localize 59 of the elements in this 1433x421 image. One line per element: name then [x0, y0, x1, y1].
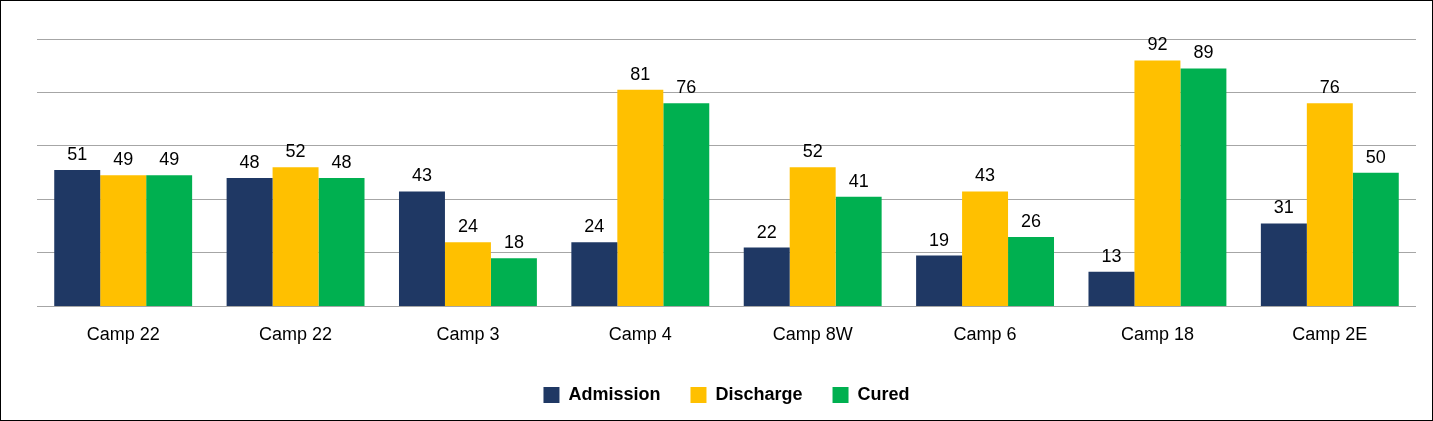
bar: [318, 178, 365, 306]
data-label: 13: [1101, 245, 1122, 266]
x-tick-label: Camp 22: [259, 324, 333, 345]
data-label: 48: [331, 152, 352, 173]
bar: [1306, 103, 1353, 306]
bar: [916, 255, 963, 306]
bar: [490, 258, 537, 306]
x-tick-label: Camp 6: [953, 324, 1017, 345]
data-label: 26: [1021, 210, 1042, 231]
data-label: 76: [676, 77, 697, 98]
bar: [1134, 60, 1181, 306]
data-label: 49: [159, 149, 180, 170]
data-label: 51: [67, 143, 88, 164]
data-label: 41: [848, 170, 869, 191]
bar: [226, 178, 273, 306]
x-tick-label: Camp 4: [608, 324, 672, 345]
data-label: 31: [1273, 197, 1294, 218]
bar: [789, 167, 836, 306]
bar: [743, 247, 790, 306]
data-label: 43: [411, 165, 432, 186]
legend-label: Admission: [568, 383, 661, 404]
data-label: 76: [1319, 77, 1340, 98]
bar: [444, 242, 491, 306]
x-tick-label: Camp 18: [1120, 324, 1194, 345]
data-label: 43: [975, 165, 996, 186]
bar: [617, 89, 664, 306]
bar: [1008, 236, 1055, 306]
bar: [100, 175, 147, 306]
bar: [1260, 223, 1307, 306]
data-label: 50: [1365, 146, 1386, 167]
bar: [571, 242, 618, 306]
bar: [146, 175, 193, 306]
bar: [962, 191, 1009, 306]
bar: [54, 170, 101, 306]
data-label: 24: [457, 216, 478, 237]
x-tick-label: Camp 3: [436, 324, 500, 345]
data-label: 81: [630, 63, 651, 84]
data-label: 18: [503, 232, 524, 253]
data-label: 92: [1147, 34, 1168, 55]
legend-label: Discharge: [715, 383, 803, 404]
data-label: 52: [285, 141, 306, 162]
bar: [1352, 172, 1399, 306]
x-tick-label: Camp 2E: [1292, 324, 1368, 345]
x-tick-label: Camp 8W: [772, 324, 853, 345]
bar: [835, 196, 882, 306]
data-label: 52: [802, 141, 823, 162]
x-tick-label: Camp 22: [86, 324, 160, 345]
bar: [398, 191, 445, 306]
bar: [663, 103, 710, 306]
bar: [272, 167, 319, 306]
data-label: 48: [239, 152, 260, 173]
data-label: 22: [756, 221, 777, 242]
data-label: 24: [584, 216, 605, 237]
bar: [1088, 271, 1135, 306]
data-label: 49: [113, 149, 134, 170]
legend-label: Cured: [857, 383, 910, 404]
bar: [1180, 68, 1227, 306]
data-label: 89: [1193, 42, 1214, 63]
data-label: 19: [929, 229, 950, 250]
